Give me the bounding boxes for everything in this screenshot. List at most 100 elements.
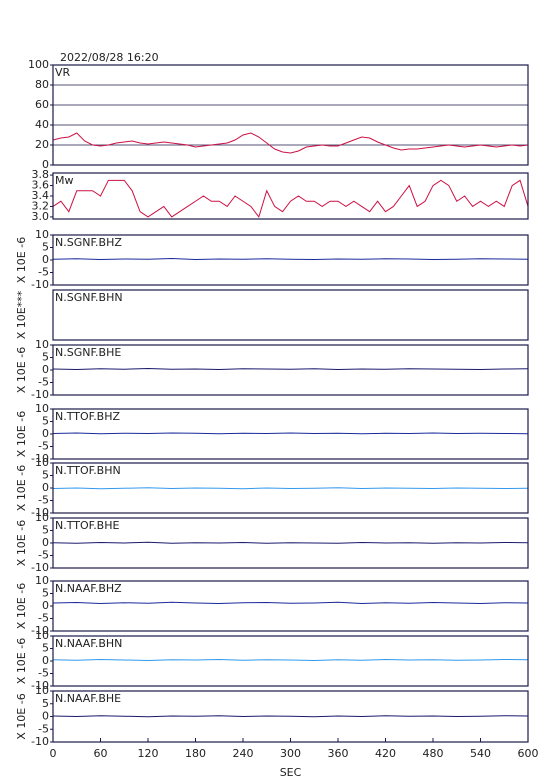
panel-frame	[52, 580, 529, 632]
panel-frame	[52, 289, 529, 341]
x-tick-label: 180	[185, 747, 206, 760]
panel-frame	[52, 172, 529, 220]
y-tick-label: 3.8	[32, 168, 50, 181]
panel-label: VR	[55, 66, 71, 79]
y-axis-label: X 10E -6	[15, 347, 28, 393]
y-tick-label: 0	[42, 599, 49, 612]
y-tick-label: 5	[42, 351, 49, 364]
y-tick-label: 10	[35, 511, 49, 524]
y-tick-label: 0	[42, 710, 49, 723]
y-tick-label: 5	[42, 241, 49, 254]
y-tick-label: -10	[31, 624, 49, 637]
y-tick-label: 0	[42, 654, 49, 667]
x-tick-label: 600	[518, 747, 539, 760]
x-tick-label: 540	[470, 747, 491, 760]
y-tick-label: -5	[38, 266, 49, 279]
data-line	[52, 487, 529, 490]
y-tick-label: 3.6	[32, 179, 50, 192]
y-tick-label: 10	[35, 684, 49, 697]
panel-frame	[52, 344, 529, 396]
y-tick-label: 0	[42, 536, 49, 549]
y-tick-label: 0	[42, 427, 49, 440]
y-tick-label: 100	[28, 58, 49, 71]
panel-label: N.NAAF.BHN	[55, 637, 122, 650]
y-axis-label: X 10E -6	[15, 237, 28, 283]
x-tick-label: 480	[423, 747, 444, 760]
y-tick-label: 3.4	[32, 189, 50, 202]
y-tick-label: 80	[35, 78, 49, 91]
y-tick-label: 0	[42, 363, 49, 376]
y-tick-label: 10	[35, 228, 49, 241]
panel-label: Mw	[55, 174, 74, 187]
panel-label: N.TTOF.BHE	[55, 519, 120, 532]
y-tick-label: -5	[38, 549, 49, 562]
panel-frame	[52, 462, 529, 514]
y-tick-label: -10	[31, 506, 49, 519]
y-tick-label: 0	[42, 158, 49, 171]
y-tick-label: -10	[31, 388, 49, 401]
y-tick-label: 5	[42, 697, 49, 710]
x-tick-label: 300	[280, 747, 301, 760]
y-axis-label: X 10E -6	[15, 520, 28, 566]
y-tick-label: 3.2	[32, 199, 50, 212]
data-line	[52, 715, 529, 718]
y-axis-label: X 10E -6	[15, 693, 28, 739]
panel-label: N.SGNF.BHZ	[55, 236, 122, 249]
y-tick-label: -5	[38, 667, 49, 680]
y-tick-label: -5	[38, 612, 49, 625]
panel-frame	[52, 64, 529, 166]
y-tick-label: -10	[31, 561, 49, 574]
x-tick-label: 120	[138, 747, 159, 760]
y-tick-label: 5	[42, 642, 49, 655]
y-axis-label: X 10E***	[15, 290, 28, 339]
y-tick-label: -10	[31, 452, 49, 465]
y-tick-label: 20	[35, 138, 49, 151]
y-axis-label: X 10E -6	[15, 583, 28, 629]
panel-label: N.SGNF.BHN	[55, 291, 123, 304]
y-tick-label: 5	[42, 415, 49, 428]
panel-label: N.NAAF.BHZ	[55, 582, 122, 595]
y-tick-label: 0	[42, 253, 49, 266]
panel-label: N.TTOF.BHZ	[55, 410, 121, 423]
panel-frame	[52, 408, 529, 460]
y-tick-label: 10	[35, 574, 49, 587]
y-tick-label: 3.0	[32, 210, 50, 223]
y-axis-label: X 10E -6	[15, 411, 28, 457]
y-tick-label: 40	[35, 118, 49, 131]
y-tick-label: -10	[31, 278, 49, 291]
data-line	[52, 179, 529, 218]
x-tick-label: 420	[375, 747, 396, 760]
y-tick-label: 5	[42, 469, 49, 482]
panel-frame	[52, 234, 529, 286]
y-tick-label: 5	[42, 587, 49, 600]
data-line	[52, 132, 529, 154]
y-tick-label: -5	[38, 376, 49, 389]
data-line	[52, 367, 529, 371]
panel-frame	[52, 517, 529, 569]
y-axis-label: X 10E -6	[15, 638, 28, 684]
x-tick-label: 60	[94, 747, 108, 760]
panel-label: N.TTOF.BHN	[55, 464, 121, 477]
y-tick-label: -5	[38, 494, 49, 507]
y-tick-label: 0	[42, 481, 49, 494]
chart-title: 2022/08/28 16:20	[60, 51, 159, 64]
panel-label: N.NAAF.BHE	[55, 692, 121, 705]
y-tick-label: -5	[38, 722, 49, 735]
y-tick-label: 10	[35, 338, 49, 351]
x-tick-label: 0	[50, 747, 57, 760]
y-tick-label: 5	[42, 524, 49, 537]
y-tick-label: -10	[31, 735, 49, 748]
x-tick-label: 240	[233, 747, 254, 760]
data-line	[52, 432, 529, 435]
y-tick-label: -5	[38, 440, 49, 453]
y-axis-label: X 10E -6	[15, 465, 28, 511]
y-tick-label: 60	[35, 98, 49, 111]
y-tick-label: 10	[35, 402, 49, 415]
data-line	[52, 658, 529, 662]
data-line	[52, 601, 529, 605]
y-tick-label: 10	[35, 629, 49, 642]
x-axis-label: SEC	[280, 766, 302, 779]
data-line	[52, 257, 529, 261]
y-tick-label: -10	[31, 679, 49, 692]
